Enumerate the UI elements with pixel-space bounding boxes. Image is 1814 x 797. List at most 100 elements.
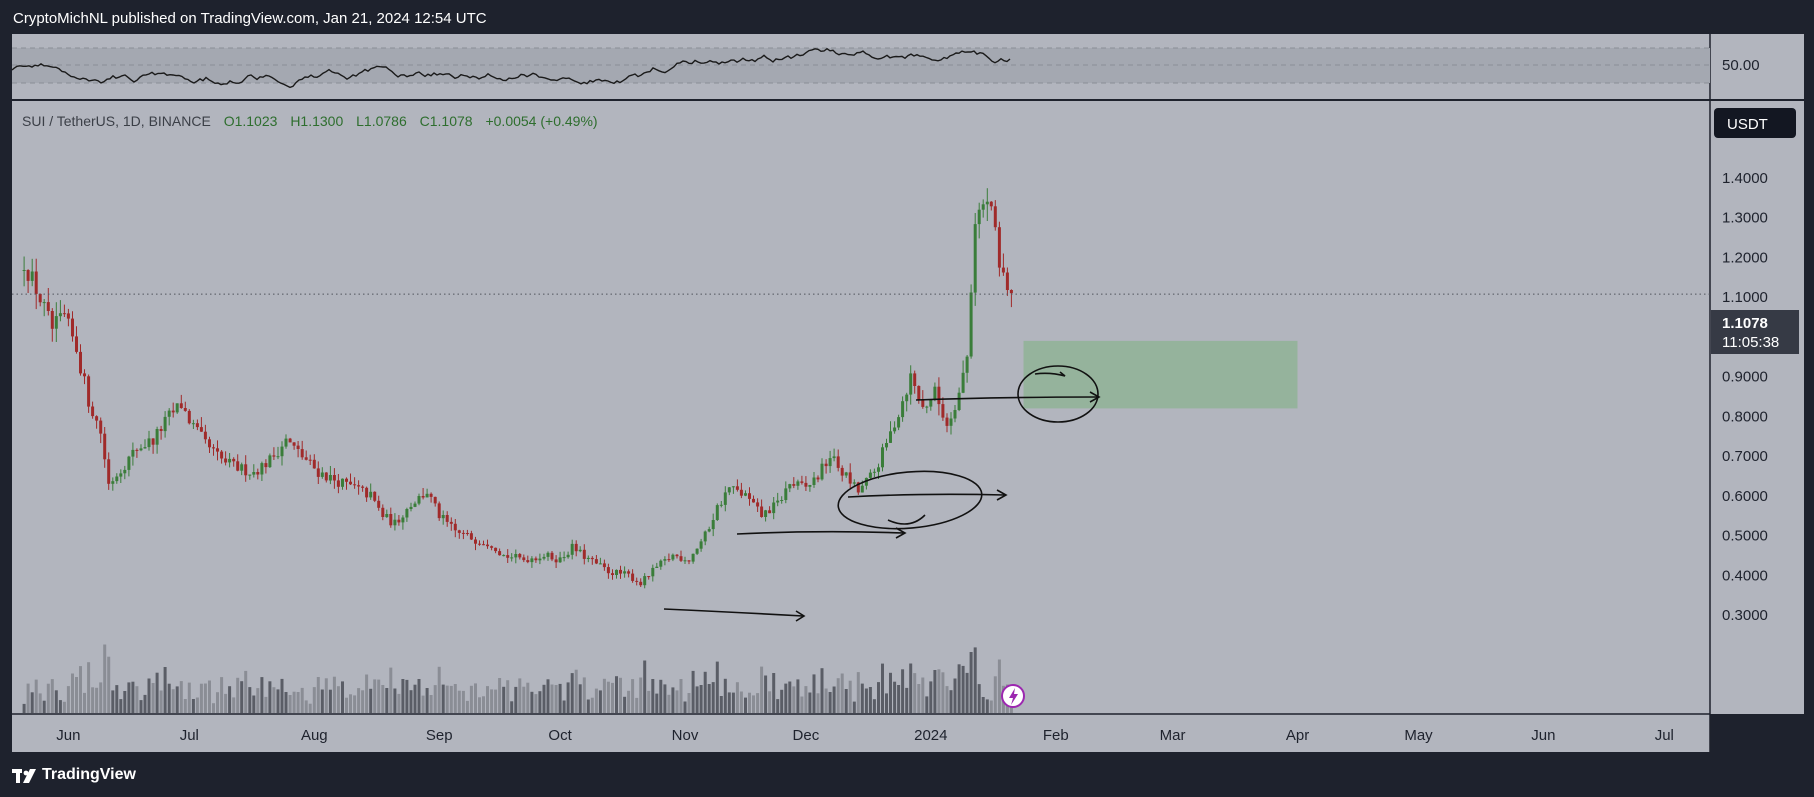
volume-bar: [756, 693, 760, 713]
volume-bar: [739, 691, 743, 713]
price-axis[interactable]: [1710, 34, 1804, 714]
candle-body: [925, 406, 929, 408]
candle-body: [212, 447, 215, 449]
volume-bar: [252, 695, 256, 713]
target-zone[interactable]: [1023, 340, 1298, 409]
volume-bar: [639, 677, 643, 713]
volume-bar: [482, 696, 485, 713]
volume-bar: [723, 678, 727, 713]
candle-body: [244, 464, 248, 476]
candle-body: [405, 509, 409, 518]
candle-body: [889, 431, 892, 443]
volume-bar: [220, 677, 224, 713]
ohlc-close: C1.1078: [420, 113, 473, 129]
candle-body: [332, 475, 336, 481]
volume-bar: [26, 683, 30, 713]
candle-body: [969, 292, 973, 357]
candle-body: [203, 431, 207, 440]
volume-bar: [212, 703, 215, 713]
volume-bar: [409, 690, 413, 713]
candle-body: [131, 449, 135, 457]
candle-body: [62, 313, 66, 315]
volume-bar: [893, 681, 897, 713]
candle-body: [691, 553, 695, 562]
candle-body: [885, 443, 888, 448]
volume-bar: [405, 679, 409, 713]
volume-bar: [151, 683, 155, 713]
publisher-text: CryptoMichNL published on TradingView.co…: [13, 10, 487, 27]
candle-body: [433, 496, 437, 504]
time-tick-0: Jun: [56, 727, 80, 744]
candle-body: [748, 493, 751, 499]
candle-body: [832, 456, 836, 459]
volume-bar: [711, 682, 715, 713]
candle-body: [719, 504, 723, 506]
candle-body: [147, 438, 151, 448]
candle-body: [66, 313, 70, 319]
candle-body: [369, 491, 373, 498]
candle-body: [397, 519, 401, 523]
footer-brand[interactable]: TradingView: [42, 766, 136, 783]
candle-body: [856, 482, 860, 493]
candle-body: [957, 392, 961, 410]
time-tick-labels: Jun Jul Aug Sep Oct Nov Dec 2024 Feb Mar Apr May Jun…: [56, 727, 1674, 744]
volume-bar: [748, 692, 751, 713]
volume-bar: [941, 672, 945, 713]
candle-body: [103, 433, 107, 460]
tradingview-logo-icon[interactable]: [12, 767, 40, 785]
volume-bar: [687, 693, 691, 713]
candle-body: [546, 552, 550, 557]
candle-body: [917, 386, 921, 401]
countdown-value: 11:05:38: [1722, 334, 1779, 351]
candle-body: [864, 477, 868, 486]
candle-body: [929, 399, 933, 407]
volume-bar: [881, 663, 884, 713]
volume-bar: [800, 696, 804, 713]
candle-body: [474, 539, 477, 544]
volume-bar: [909, 663, 913, 713]
candle-body: [99, 420, 103, 434]
volume-bar: [872, 699, 876, 713]
currency-label: USDT: [1727, 116, 1768, 133]
candle-body: [703, 531, 707, 542]
candle-body: [635, 580, 639, 582]
candle-body: [574, 543, 578, 552]
currency-badge[interactable]: [1714, 108, 1796, 138]
volume-bar: [848, 680, 852, 713]
price-tick-6: 0.8000: [1722, 408, 1768, 425]
chart-svg[interactable]: 50.00 SUI / TetherUS, 1D, BINANCE O1.102…: [0, 0, 1814, 757]
volume-bar: [929, 681, 933, 713]
volume-bar: [550, 684, 554, 713]
price-tick-10: 0.4000: [1722, 567, 1768, 584]
volume-bar: [611, 682, 614, 713]
candle-body: [643, 576, 647, 586]
volume-bar: [844, 689, 848, 713]
volume-bar: [945, 686, 949, 713]
candle-body: [679, 556, 683, 561]
volume-bar: [961, 665, 965, 713]
volume-bar: [647, 690, 651, 713]
volume-bar: [735, 682, 739, 713]
time-tick-3: Sep: [426, 727, 453, 744]
volume-bar: [34, 679, 38, 713]
candle-body: [1009, 290, 1013, 294]
volume-bar: [860, 683, 864, 713]
volume-bar: [244, 670, 248, 713]
volume-bar: [324, 678, 328, 713]
candle-body: [631, 573, 635, 581]
volume-bar: [776, 699, 780, 713]
candle-body: [760, 506, 764, 517]
candle-body: [792, 484, 796, 486]
price-pane[interactable]: [12, 101, 1710, 714]
time-axis[interactable]: [12, 714, 1710, 752]
volume-bar: [667, 694, 671, 713]
candle-body: [824, 463, 828, 467]
volume-bar: [586, 699, 590, 713]
candle-body: [655, 566, 659, 568]
volume-bar: [474, 683, 477, 713]
volume-bar: [300, 687, 304, 713]
volume-bar: [631, 679, 635, 713]
volume-bar: [183, 699, 187, 713]
volume-bar: [877, 682, 880, 713]
candle-body: [272, 455, 276, 457]
